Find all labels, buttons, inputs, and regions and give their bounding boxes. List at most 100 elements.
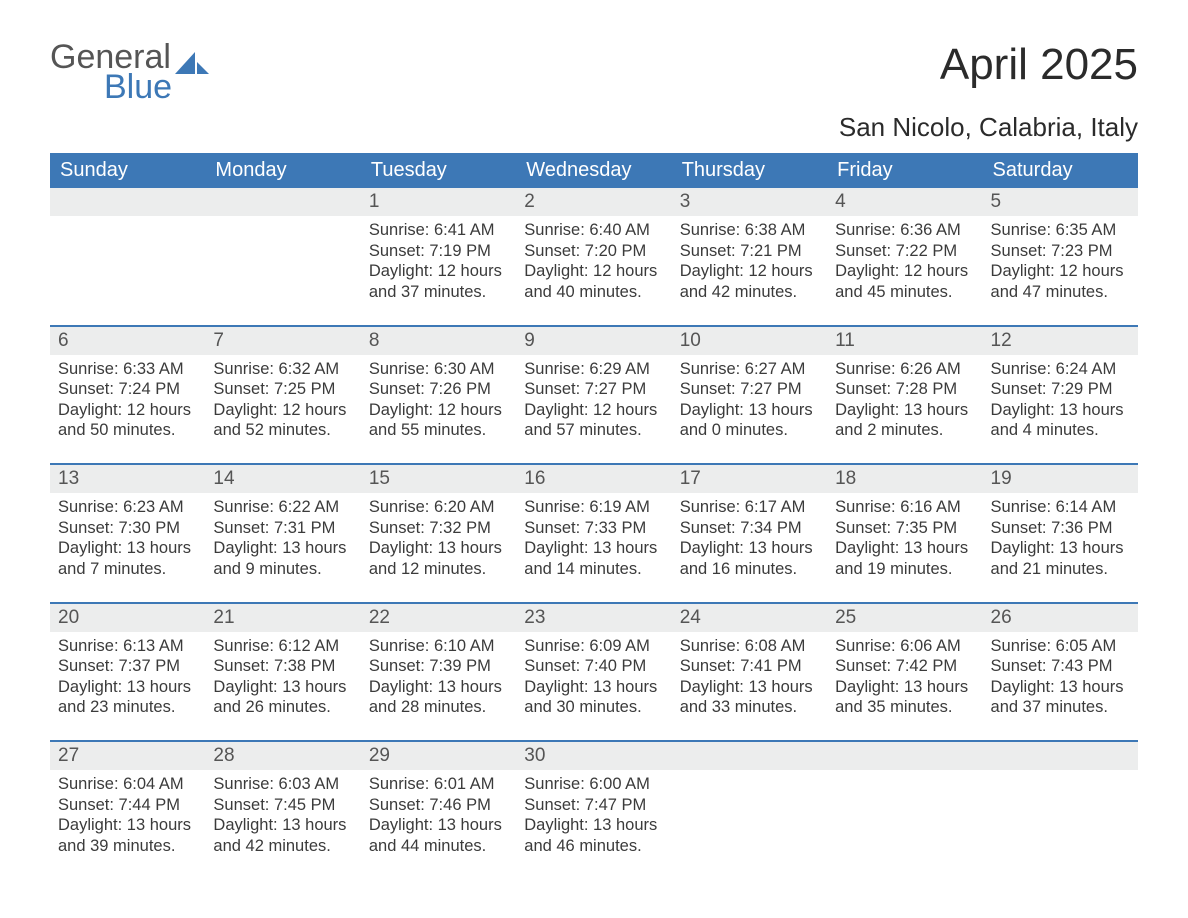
sunset-text: Sunset: 7:38 PM: [213, 656, 352, 677]
sunset-text: Sunset: 7:23 PM: [991, 241, 1130, 262]
day-25: 25Sunrise: 6:06 AMSunset: 7:42 PMDayligh…: [827, 604, 982, 725]
sunrise-text: Sunrise: 6:35 AM: [991, 220, 1130, 241]
day-6: 6Sunrise: 6:33 AMSunset: 7:24 PMDaylight…: [50, 327, 205, 448]
daylight-text: Daylight: 13 hours and 21 minutes.: [991, 538, 1130, 579]
day-details: Sunrise: 6:32 AMSunset: 7:25 PMDaylight:…: [205, 355, 360, 448]
day-empty: [50, 188, 205, 309]
day-details: Sunrise: 6:13 AMSunset: 7:37 PMDaylight:…: [50, 632, 205, 725]
weekday-thursday: Thursday: [672, 153, 827, 188]
sunset-text: Sunset: 7:39 PM: [369, 656, 508, 677]
day-4: 4Sunrise: 6:36 AMSunset: 7:22 PMDaylight…: [827, 188, 982, 309]
day-details: Sunrise: 6:16 AMSunset: 7:35 PMDaylight:…: [827, 493, 982, 586]
day-details: [827, 770, 982, 860]
day-number: 24: [672, 604, 827, 632]
weekday-friday: Friday: [827, 153, 982, 188]
sunset-text: Sunset: 7:40 PM: [524, 656, 663, 677]
sunset-text: Sunset: 7:44 PM: [58, 795, 197, 816]
week-row: 27Sunrise: 6:04 AMSunset: 7:44 PMDayligh…: [50, 740, 1138, 863]
day-number: [672, 742, 827, 770]
day-number: [983, 742, 1138, 770]
logo-word-blue: Blue: [50, 70, 209, 104]
day-details: Sunrise: 6:36 AMSunset: 7:22 PMDaylight:…: [827, 216, 982, 309]
day-13: 13Sunrise: 6:23 AMSunset: 7:30 PMDayligh…: [50, 465, 205, 586]
day-number: 19: [983, 465, 1138, 493]
sunrise-text: Sunrise: 6:41 AM: [369, 220, 508, 241]
logo: General Blue: [50, 40, 209, 104]
daylight-text: Daylight: 12 hours and 52 minutes.: [213, 400, 352, 441]
daylight-text: Daylight: 12 hours and 50 minutes.: [58, 400, 197, 441]
sunset-text: Sunset: 7:41 PM: [680, 656, 819, 677]
sunset-text: Sunset: 7:43 PM: [991, 656, 1130, 677]
day-number: 12: [983, 327, 1138, 355]
day-14: 14Sunrise: 6:22 AMSunset: 7:31 PMDayligh…: [205, 465, 360, 586]
day-details: Sunrise: 6:26 AMSunset: 7:28 PMDaylight:…: [827, 355, 982, 448]
day-29: 29Sunrise: 6:01 AMSunset: 7:46 PMDayligh…: [361, 742, 516, 863]
sunrise-text: Sunrise: 6:23 AM: [58, 497, 197, 518]
sunrise-text: Sunrise: 6:08 AM: [680, 636, 819, 657]
daylight-text: Daylight: 12 hours and 45 minutes.: [835, 261, 974, 302]
day-8: 8Sunrise: 6:30 AMSunset: 7:26 PMDaylight…: [361, 327, 516, 448]
sunset-text: Sunset: 7:28 PM: [835, 379, 974, 400]
daylight-text: Daylight: 13 hours and 16 minutes.: [680, 538, 819, 579]
sunrise-text: Sunrise: 6:27 AM: [680, 359, 819, 380]
day-number: 6: [50, 327, 205, 355]
sunrise-text: Sunrise: 6:32 AM: [213, 359, 352, 380]
day-19: 19Sunrise: 6:14 AMSunset: 7:36 PMDayligh…: [983, 465, 1138, 586]
day-details: Sunrise: 6:35 AMSunset: 7:23 PMDaylight:…: [983, 216, 1138, 309]
day-details: Sunrise: 6:08 AMSunset: 7:41 PMDaylight:…: [672, 632, 827, 725]
day-number: 10: [672, 327, 827, 355]
day-number: 25: [827, 604, 982, 632]
day-number: 7: [205, 327, 360, 355]
sunrise-text: Sunrise: 6:13 AM: [58, 636, 197, 657]
day-number: 4: [827, 188, 982, 216]
weekday-saturday: Saturday: [983, 153, 1138, 188]
day-number: 23: [516, 604, 671, 632]
day-number: 20: [50, 604, 205, 632]
sunset-text: Sunset: 7:21 PM: [680, 241, 819, 262]
sunrise-text: Sunrise: 6:12 AM: [213, 636, 352, 657]
day-17: 17Sunrise: 6:17 AMSunset: 7:34 PMDayligh…: [672, 465, 827, 586]
day-details: Sunrise: 6:27 AMSunset: 7:27 PMDaylight:…: [672, 355, 827, 448]
day-details: Sunrise: 6:38 AMSunset: 7:21 PMDaylight:…: [672, 216, 827, 309]
sunrise-text: Sunrise: 6:22 AM: [213, 497, 352, 518]
day-11: 11Sunrise: 6:26 AMSunset: 7:28 PMDayligh…: [827, 327, 982, 448]
day-details: Sunrise: 6:09 AMSunset: 7:40 PMDaylight:…: [516, 632, 671, 725]
day-number: 5: [983, 188, 1138, 216]
day-15: 15Sunrise: 6:20 AMSunset: 7:32 PMDayligh…: [361, 465, 516, 586]
day-details: Sunrise: 6:17 AMSunset: 7:34 PMDaylight:…: [672, 493, 827, 586]
weekday-tuesday: Tuesday: [361, 153, 516, 188]
day-1: 1Sunrise: 6:41 AMSunset: 7:19 PMDaylight…: [361, 188, 516, 309]
day-details: [205, 216, 360, 306]
sunset-text: Sunset: 7:34 PM: [680, 518, 819, 539]
daylight-text: Daylight: 13 hours and 9 minutes.: [213, 538, 352, 579]
day-number: 28: [205, 742, 360, 770]
day-number: 3: [672, 188, 827, 216]
sunset-text: Sunset: 7:24 PM: [58, 379, 197, 400]
day-number: 16: [516, 465, 671, 493]
day-details: Sunrise: 6:19 AMSunset: 7:33 PMDaylight:…: [516, 493, 671, 586]
daylight-text: Daylight: 13 hours and 7 minutes.: [58, 538, 197, 579]
daylight-text: Daylight: 13 hours and 33 minutes.: [680, 677, 819, 718]
day-details: [983, 770, 1138, 860]
day-details: Sunrise: 6:29 AMSunset: 7:27 PMDaylight:…: [516, 355, 671, 448]
weekday-header-row: SundayMondayTuesdayWednesdayThursdayFrid…: [50, 153, 1138, 188]
daylight-text: Daylight: 13 hours and 19 minutes.: [835, 538, 974, 579]
sunrise-text: Sunrise: 6:24 AM: [991, 359, 1130, 380]
day-details: [672, 770, 827, 860]
day-10: 10Sunrise: 6:27 AMSunset: 7:27 PMDayligh…: [672, 327, 827, 448]
day-number: 27: [50, 742, 205, 770]
daylight-text: Daylight: 13 hours and 23 minutes.: [58, 677, 197, 718]
day-details: Sunrise: 6:12 AMSunset: 7:38 PMDaylight:…: [205, 632, 360, 725]
day-number: 2: [516, 188, 671, 216]
day-details: Sunrise: 6:00 AMSunset: 7:47 PMDaylight:…: [516, 770, 671, 863]
sunrise-text: Sunrise: 6:19 AM: [524, 497, 663, 518]
day-number: 13: [50, 465, 205, 493]
sunrise-text: Sunrise: 6:00 AM: [524, 774, 663, 795]
day-number: 17: [672, 465, 827, 493]
day-details: Sunrise: 6:14 AMSunset: 7:36 PMDaylight:…: [983, 493, 1138, 586]
day-7: 7Sunrise: 6:32 AMSunset: 7:25 PMDaylight…: [205, 327, 360, 448]
day-24: 24Sunrise: 6:08 AMSunset: 7:41 PMDayligh…: [672, 604, 827, 725]
day-30: 30Sunrise: 6:00 AMSunset: 7:47 PMDayligh…: [516, 742, 671, 863]
day-details: Sunrise: 6:04 AMSunset: 7:44 PMDaylight:…: [50, 770, 205, 863]
sunset-text: Sunset: 7:27 PM: [524, 379, 663, 400]
